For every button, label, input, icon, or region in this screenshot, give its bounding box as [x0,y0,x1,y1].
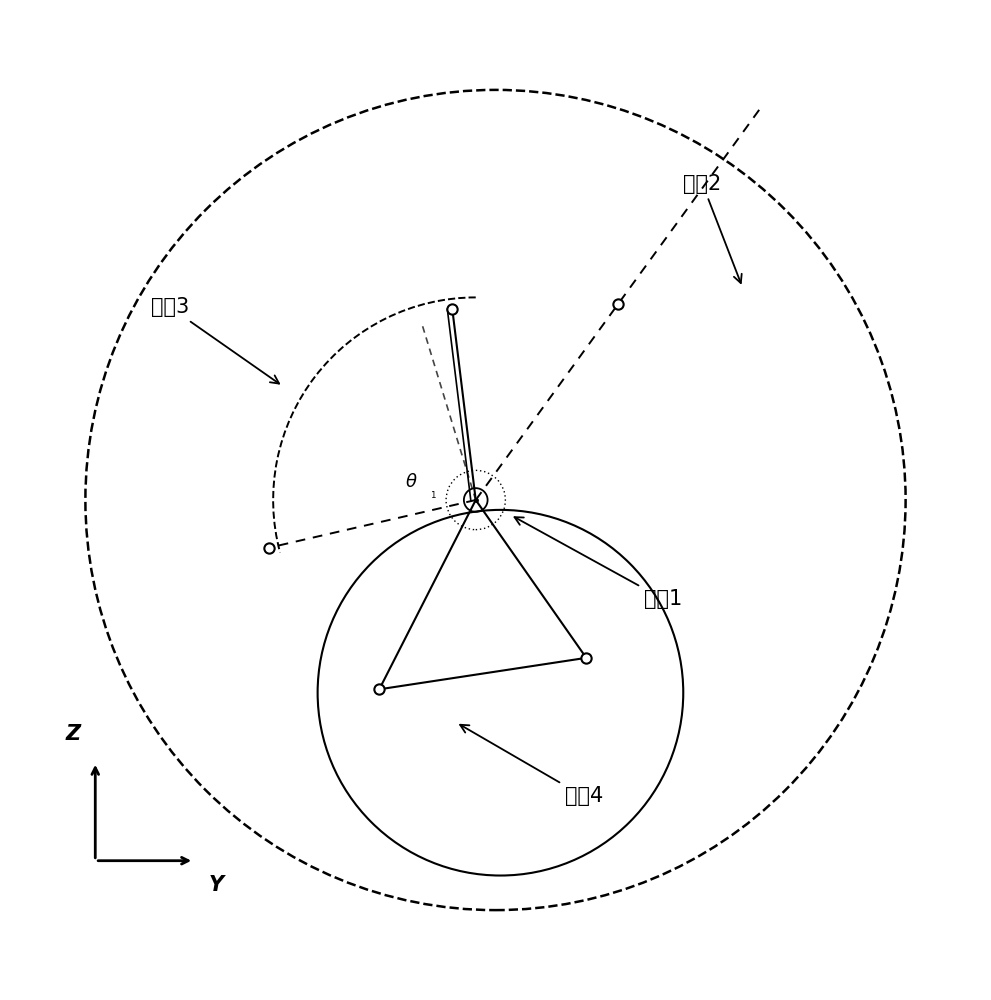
Text: 圆刷4: 圆刷4 [460,725,603,806]
Text: $_1$: $_1$ [430,488,437,501]
Point [579,650,595,666]
Text: Z: Z [66,724,81,744]
Text: Y: Y [209,875,224,895]
Point [444,301,460,317]
Point [372,681,387,697]
Text: 圆刷2: 圆刷2 [683,174,741,283]
Point [261,540,276,556]
Text: 圆刷3: 圆刷3 [151,297,279,384]
Text: $\theta$: $\theta$ [405,473,418,491]
Point [610,296,626,312]
Text: 圆刷1: 圆刷1 [514,517,682,609]
